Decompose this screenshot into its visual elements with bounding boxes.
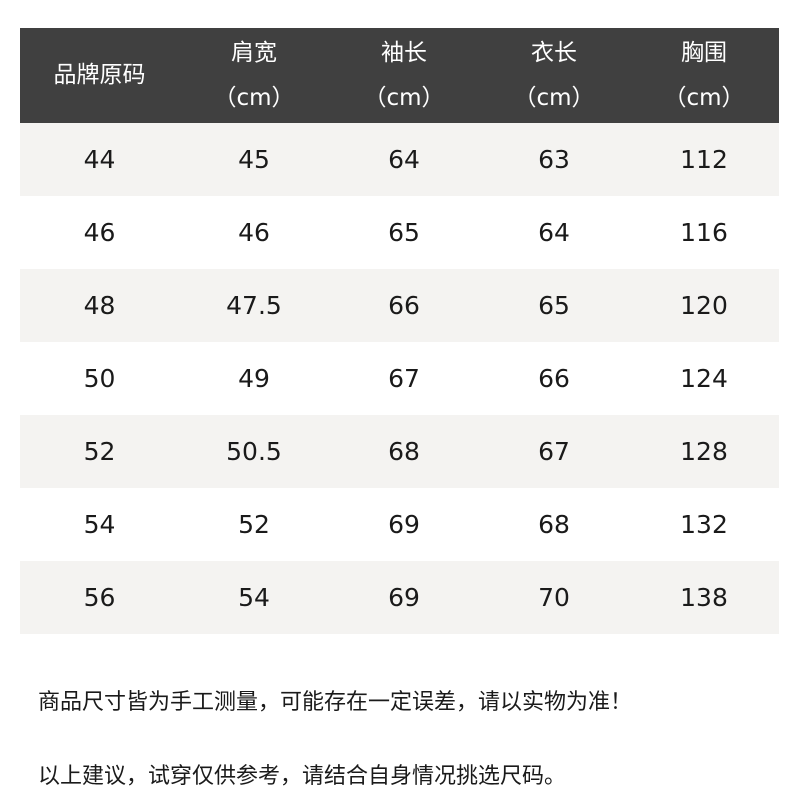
table-cell: 46 <box>238 218 270 247</box>
table-cell: 45 <box>238 145 270 174</box>
table-row: 56 54 69 70 138 <box>20 561 779 634</box>
table-cell: 66 <box>388 291 420 320</box>
header-cell: 胸围 （cm） <box>629 28 779 123</box>
table-row: 50 49 67 66 124 <box>20 342 779 415</box>
table-cell: 68 <box>538 510 570 539</box>
size-chart-table: 品牌原码 肩宽 （cm） 袖长 （cm） 衣长 （cm） 胸围 （cm） 44 45 64 63 112… <box>20 28 779 634</box>
table-cell: 47.5 <box>226 291 282 320</box>
header-unit: （cm） <box>213 84 295 111</box>
table-cell: 49 <box>238 364 270 393</box>
header-unit: （cm） <box>663 84 745 111</box>
header-unit: （cm） <box>513 84 595 111</box>
table-cell: 52 <box>83 437 116 466</box>
table-cell: 112 <box>680 145 728 174</box>
header-cell: 袖长 （cm） <box>329 28 479 123</box>
header-label: 袖长 <box>381 39 427 66</box>
header-label: 胸围 <box>681 39 727 66</box>
table-row: 44 45 64 63 112 <box>20 123 779 196</box>
table-cell: 50.5 <box>226 437 282 466</box>
table-cell: 128 <box>680 437 728 466</box>
table-header: 品牌原码 肩宽 （cm） 袖长 （cm） 衣长 （cm） 胸围 （cm） <box>20 28 779 123</box>
table-cell: 69 <box>388 583 420 612</box>
table-cell: 54 <box>238 583 270 612</box>
header-label: 衣长 <box>531 39 577 66</box>
table-body: 44 45 64 63 112 46 46 65 64 116 48 47.5 66 65 120 50 49 6… <box>20 123 779 634</box>
table-cell: 69 <box>388 510 420 539</box>
header-cell: 品牌原码 <box>20 28 179 123</box>
table-cell: 124 <box>680 364 728 393</box>
table-row: 54 52 69 68 132 <box>20 488 779 561</box>
header-label: 品牌原码 <box>53 62 146 88</box>
table-cell: 54 <box>83 510 116 539</box>
table-cell: 120 <box>680 291 728 320</box>
table-cell: 64 <box>538 218 570 247</box>
header-unit: （cm） <box>363 84 445 111</box>
table-cell: 116 <box>680 218 728 247</box>
table-cell: 68 <box>388 437 420 466</box>
table-cell: 138 <box>680 583 728 612</box>
table-row: 52 50.5 68 67 128 <box>20 415 779 488</box>
fitting-note: 以上建议，试穿仅供参考，请结合自身情况挑选尺码。 <box>38 764 567 789</box>
table-cell: 132 <box>680 510 728 539</box>
measurement-note: 商品尺寸皆为手工测量，可能存在一定误差，请以实物为准！ <box>38 690 633 715</box>
table-cell: 44 <box>83 145 116 174</box>
table-row: 46 46 65 64 116 <box>20 196 779 269</box>
header-cell: 肩宽 （cm） <box>179 28 329 123</box>
table-cell: 50 <box>83 364 116 393</box>
table-cell: 65 <box>388 218 420 247</box>
table-cell: 52 <box>238 510 270 539</box>
table-cell: 70 <box>538 583 570 612</box>
header-cell: 衣长 （cm） <box>479 28 629 123</box>
table-cell: 63 <box>538 145 570 174</box>
table-cell: 67 <box>538 437 570 466</box>
table-cell: 65 <box>538 291 570 320</box>
table-row: 48 47.5 66 65 120 <box>20 269 779 342</box>
table-cell: 66 <box>538 364 570 393</box>
table-cell: 64 <box>388 145 420 174</box>
table-cell: 48 <box>83 291 116 320</box>
table-cell: 56 <box>83 583 116 612</box>
table-cell: 67 <box>388 364 420 393</box>
table-cell: 46 <box>83 218 116 247</box>
header-label: 肩宽 <box>231 39 277 66</box>
